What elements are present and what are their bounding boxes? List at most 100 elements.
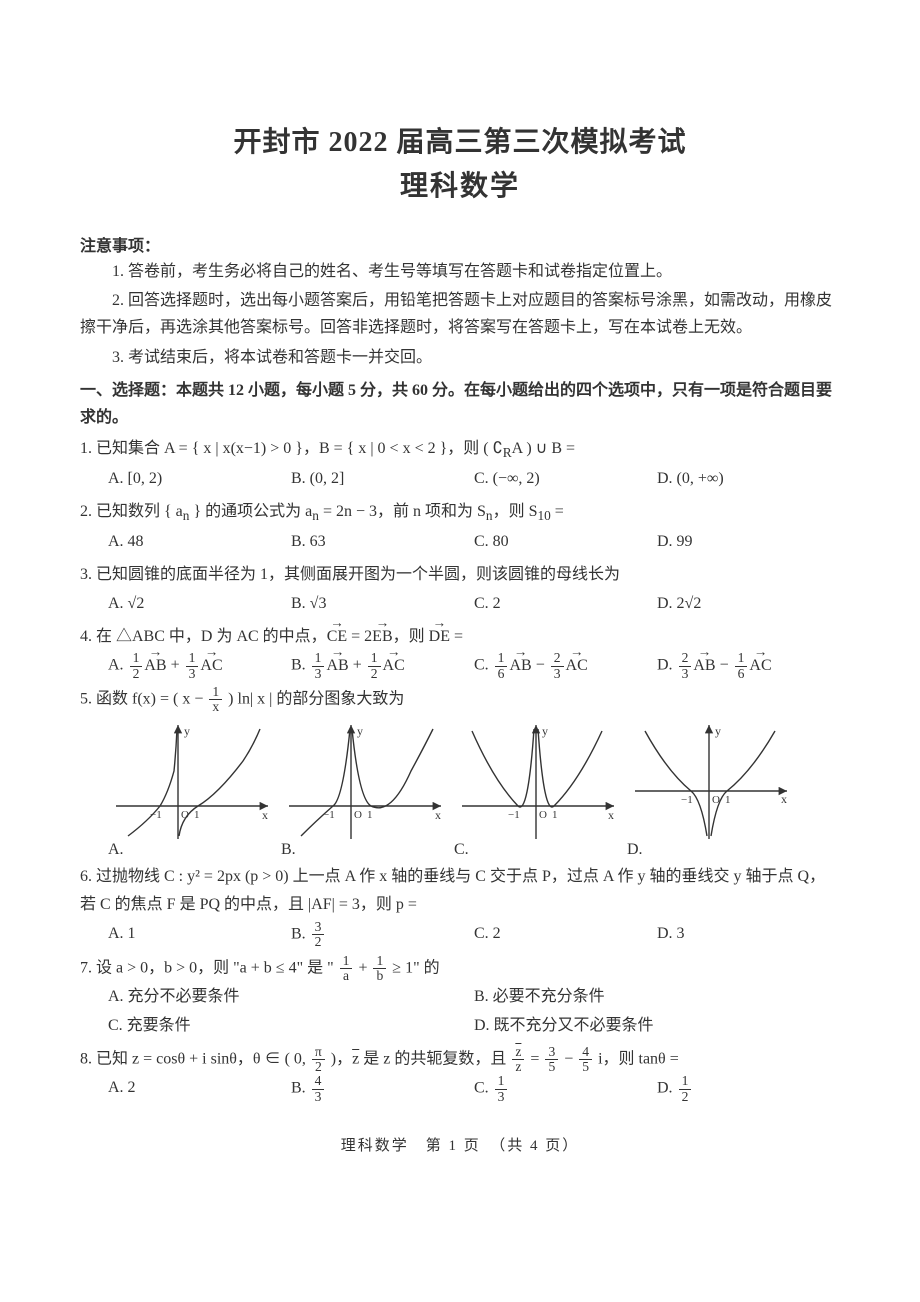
q8-b: )，	[327, 1050, 352, 1067]
svg-text:−1: −1	[323, 809, 335, 821]
q4c-pre: C.	[474, 657, 493, 674]
svg-text:x: x	[262, 808, 268, 822]
q3-options: A. √2 B. √3 C. 2 D. 2√2	[80, 590, 840, 619]
q8c-f: 13	[495, 1074, 508, 1104]
q1-opt-a: A. [0, 2)	[108, 465, 291, 494]
q8-opt-b: B. 43	[291, 1074, 474, 1104]
q5-frac: 1x	[209, 685, 222, 715]
q8-c: 是 z 的共轭复数，且	[359, 1050, 510, 1067]
q7-opt-b: B. 必要不充分条件	[474, 983, 840, 1012]
q4b-p: +	[349, 657, 366, 674]
q4a-f1: 12	[130, 651, 143, 681]
q4b-f1: 13	[312, 651, 325, 681]
q2-sub-n3: n	[486, 508, 493, 523]
q4c-p: −	[532, 657, 549, 674]
q2-opt-b: B. 63	[291, 528, 474, 557]
q2-sub-n2: n	[312, 508, 319, 523]
q2-opt-a: A. 48	[108, 528, 291, 557]
q3-opt-c: C. 2	[474, 590, 657, 619]
q1-opt-b: B. (0, 2]	[291, 465, 474, 494]
q7-b: ≥ 1" 的	[388, 959, 439, 976]
q8-ratio: zz	[512, 1045, 524, 1075]
question-1: 1. 已知集合 A = { x | x(x−1) > 0 }，B = { x |…	[80, 435, 840, 465]
q8-eq: =	[526, 1050, 543, 1067]
q4a-p: +	[167, 657, 184, 674]
q4d-v2: AC	[749, 652, 771, 681]
q4d-f2: 16	[735, 651, 748, 681]
q6-opt-c: C. 2	[474, 920, 657, 950]
q8-options: A. 2 B. 43 C. 13 D. 12	[80, 1074, 840, 1104]
q6-opt-a: A. 1	[108, 920, 291, 950]
q8d-pre: D.	[657, 1080, 677, 1097]
q2-e: =	[551, 503, 564, 520]
q8-d: i，则 tanθ =	[594, 1050, 679, 1067]
q4c-f1: 16	[495, 651, 508, 681]
vec-de: DE	[429, 623, 450, 652]
q3-opt-d: D. 2√2	[657, 590, 840, 619]
q1-sub-r: R	[503, 445, 512, 460]
section-1-heading: 一、选择题：本题共 12 小题，每小题 5 分，共 60 分。在每小题给出的四个…	[80, 377, 840, 431]
q7-plus: +	[354, 959, 371, 976]
q2-options: A. 48 B. 63 C. 80 D. 99	[80, 528, 840, 557]
svg-text:O: O	[354, 809, 362, 821]
q4-opt-c: C. 16AB − 23AC	[474, 651, 657, 681]
svg-text:y: y	[184, 724, 190, 738]
q6b-frac: 32	[312, 920, 325, 950]
svg-text:1: 1	[194, 809, 200, 821]
q2-c: = 2n − 3，前 n 项和为 S	[319, 503, 486, 520]
q8b-f: 43	[312, 1074, 325, 1104]
q4b-v1: AB	[326, 652, 348, 681]
q4-eq1: = 2	[347, 628, 372, 645]
question-5: 5. 函数 f(x) = ( x − 1x ) ln| x | 的部分图象大致为	[80, 685, 840, 715]
q2-sub-10: 10	[537, 508, 550, 523]
q5-graph-b: y x O −1 1 B.	[281, 721, 446, 859]
q8b-pre: B.	[291, 1080, 310, 1097]
q6-opt-d: D. 3	[657, 920, 840, 950]
q6-options: A. 1 B. 32 C. 2 D. 3	[80, 920, 840, 950]
q8c-pre: C.	[474, 1080, 493, 1097]
q7-options: A. 充分不必要条件 B. 必要不充分条件 C. 充要条件 D. 既不充分又不必…	[80, 983, 840, 1041]
q4-c: =	[450, 628, 463, 645]
svg-text:−1: −1	[681, 794, 693, 806]
q6b-pre: B.	[291, 926, 310, 943]
q8-minus: −	[560, 1050, 577, 1067]
q7-f2: 1b	[373, 954, 386, 984]
q4d-pre: D.	[657, 657, 677, 674]
notice-item-2: 2. 回答选择题时，选出每小题答案后，用铅笔把答题卡上对应题目的答案标号涂黑，如…	[80, 287, 840, 341]
question-6: 6. 过抛物线 C : y² = 2px (p > 0) 上一点 A 作 x 轴…	[80, 863, 840, 921]
q2-opt-c: C. 80	[474, 528, 657, 557]
svg-text:y: y	[542, 724, 548, 738]
q1-options: A. [0, 2) B. (0, 2] C. (−∞, 2) D. (0, +∞…	[80, 465, 840, 494]
q1-opt-c: C. (−∞, 2)	[474, 465, 657, 494]
q7-f1: 1a	[340, 954, 353, 984]
q4c-v1: AB	[509, 652, 531, 681]
q4b-pre: B.	[291, 657, 310, 674]
q8-opt-d: D. 12	[657, 1074, 840, 1104]
q4a-f2: 13	[186, 651, 199, 681]
svg-text:x: x	[608, 808, 614, 822]
svg-text:1: 1	[725, 794, 731, 806]
q2-b: } 的通项公式为 a	[189, 503, 312, 520]
svg-text:−1: −1	[508, 809, 520, 821]
q4-opt-a: A. 12AB + 13AC	[108, 651, 291, 681]
q5-label-d: D.	[627, 841, 792, 859]
svg-text:y: y	[715, 724, 721, 738]
svg-text:x: x	[781, 792, 787, 806]
q4d-v1: AB	[693, 652, 715, 681]
graph-b-svg: y x O −1 1	[281, 721, 446, 841]
q5-label-c: C.	[454, 841, 619, 859]
svg-text:O: O	[539, 809, 547, 821]
q4a-v1: AB	[144, 652, 166, 681]
q4-opt-d: D. 23AB − 16AC	[657, 651, 840, 681]
q4c-v2: AC	[566, 652, 588, 681]
q1-opt-d: D. (0, +∞)	[657, 465, 840, 494]
exam-page: 开封市 2022 届高三第三次模拟考试 理科数学 注意事项： 1. 答卷前，考生…	[0, 0, 920, 1195]
q4b-v2: AC	[383, 652, 405, 681]
q4-opt-b: B. 13AB + 12AC	[291, 651, 474, 681]
notice-heading: 注意事项：	[80, 232, 840, 256]
q7-opt-a: A. 充分不必要条件	[108, 983, 474, 1012]
q8-f1: 35	[545, 1045, 558, 1075]
question-3: 3. 已知圆锥的底面半径为 1，其侧面展开图为一个半圆，则该圆锥的母线长为	[80, 561, 840, 590]
q1-stem-a: 1. 已知集合 A = { x | x(x−1) > 0 }，B = { x |…	[80, 440, 503, 457]
q3-opt-a: A. √2	[108, 590, 291, 619]
